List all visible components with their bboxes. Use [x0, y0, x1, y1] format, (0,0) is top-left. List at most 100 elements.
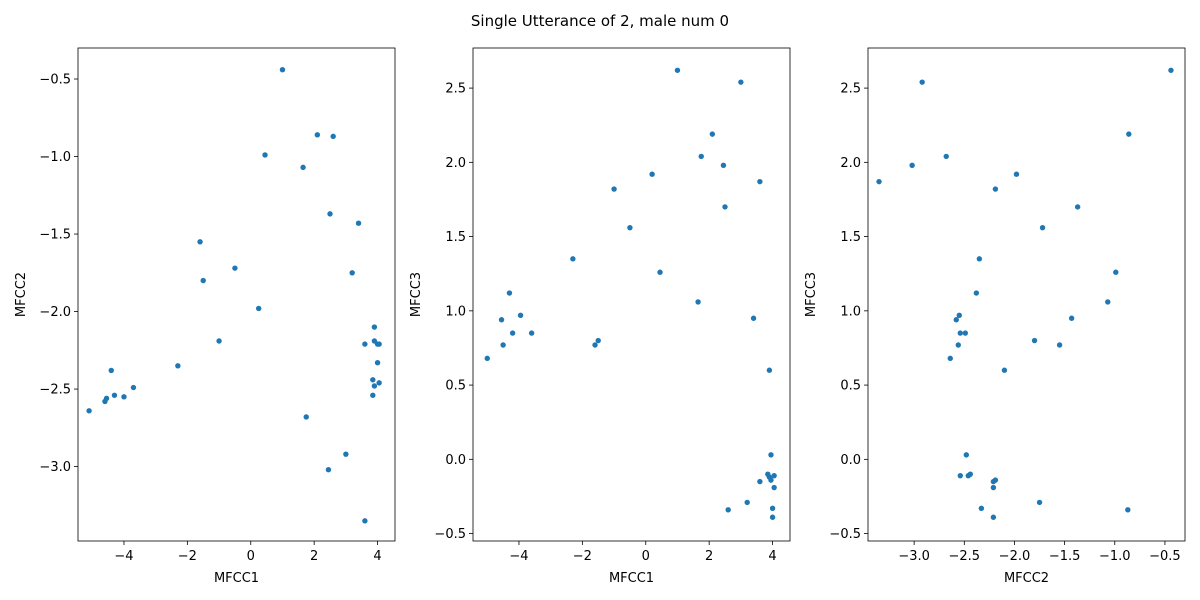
data-point: [130, 384, 137, 391]
data-point: [657, 269, 663, 275]
x-tick-label: −1.0: [1099, 549, 1131, 564]
data-point: [371, 324, 378, 330]
x-tick-label: 4: [768, 549, 776, 564]
data-point: [1031, 337, 1038, 344]
data-point: [232, 265, 238, 271]
data-point: [517, 312, 524, 318]
data-point: [965, 472, 972, 479]
data-point: [1036, 499, 1043, 506]
y-tick-label: −3.0: [39, 460, 71, 475]
x-tick-label: −2: [573, 549, 592, 564]
data-point: [1068, 315, 1075, 321]
x-tick-label: 2: [310, 549, 318, 564]
data-point: [498, 317, 505, 323]
data-point: [175, 363, 181, 369]
y-tick-label: −0.5: [434, 527, 466, 542]
y-tick-label: 1.5: [445, 230, 466, 245]
y-axis-label: MFCC3: [409, 272, 424, 317]
x-tick-label: 2: [705, 549, 713, 564]
data-point: [279, 67, 286, 73]
data-point: [757, 478, 763, 485]
data-points: [876, 67, 1174, 520]
data-point: [300, 164, 306, 171]
y-tick-label: −0.5: [39, 73, 71, 88]
data-point: [509, 330, 516, 336]
data-point: [349, 270, 355, 276]
x-axis-label: MFCC1: [214, 571, 259, 586]
data-point: [1126, 131, 1132, 137]
data-point: [978, 505, 985, 512]
y-tick-label: 0.0: [840, 453, 861, 468]
data-point: [376, 341, 382, 347]
y-tick-label: 1.5: [840, 230, 861, 245]
x-tick-label: −1.5: [1049, 549, 1081, 564]
data-point: [709, 131, 716, 137]
data-point: [1056, 342, 1063, 348]
x-axis-label: MFCC1: [609, 571, 654, 586]
data-point: [121, 394, 127, 400]
data-point: [330, 133, 336, 140]
y-tick-label: −0.5: [829, 527, 861, 542]
data-point: [698, 153, 704, 160]
y-tick-label: 1.0: [840, 304, 861, 319]
data-point: [108, 367, 114, 374]
data-point: [1013, 171, 1020, 177]
y-axis-label: MFCC3: [804, 272, 819, 317]
data-point: [769, 505, 776, 512]
data-point: [370, 392, 376, 398]
data-point: [992, 477, 999, 483]
y-tick-label: −1.0: [39, 150, 71, 165]
data-point: [343, 451, 349, 457]
y-tick-label: −2.0: [39, 305, 71, 320]
axes-frame: [77, 47, 396, 542]
data-point: [611, 186, 617, 192]
data-point: [374, 360, 381, 366]
data-point: [963, 452, 970, 458]
y-tick-label: 0.5: [840, 379, 861, 394]
data-point: [876, 178, 882, 185]
y-tick-label: 0.0: [445, 453, 466, 468]
data-point: [1001, 367, 1008, 373]
data-point: [1125, 507, 1131, 513]
data-point: [990, 514, 997, 520]
x-axis-label: MFCC2: [1004, 571, 1049, 586]
data-point: [769, 514, 776, 520]
data-points: [484, 67, 777, 520]
data-point: [200, 277, 206, 284]
data-point: [325, 466, 332, 473]
y-tick-label: −2.5: [39, 383, 71, 398]
subplot-2: −4 −2 0 2 4 −0.5 0.0 0.5 1.0 1.5 2.0 2.5 MFCC1 MFCC3: [409, 47, 791, 586]
data-point: [570, 256, 576, 262]
y-tick-label: 1.0: [445, 304, 466, 319]
y-tick-label: −1.5: [39, 228, 71, 243]
data-point: [771, 484, 777, 491]
data-point: [990, 484, 997, 491]
data-point: [506, 290, 513, 296]
data-point: [1105, 299, 1111, 305]
data-point: [303, 414, 309, 420]
data-point: [595, 337, 601, 344]
data-point: [768, 477, 774, 483]
data-point: [327, 211, 333, 217]
data-point: [722, 204, 728, 210]
data-point: [370, 377, 376, 383]
x-tick-label: −4: [114, 549, 133, 564]
data-point: [976, 256, 983, 262]
axes-frame: [472, 47, 791, 542]
data-point: [738, 79, 744, 85]
data-point: [362, 341, 368, 347]
data-point: [111, 392, 118, 398]
data-point: [1074, 204, 1081, 210]
x-tick-label: 0: [642, 549, 650, 564]
x-tick-label: −2: [178, 549, 197, 564]
data-point: [649, 171, 655, 177]
data-point: [1113, 269, 1119, 275]
data-point: [943, 153, 949, 160]
x-tick-label: −2.5: [949, 549, 981, 564]
data-point: [757, 178, 763, 185]
data-point: [1039, 224, 1046, 231]
data-point: [362, 518, 368, 524]
data-point: [957, 472, 963, 479]
data-point: [371, 383, 378, 389]
